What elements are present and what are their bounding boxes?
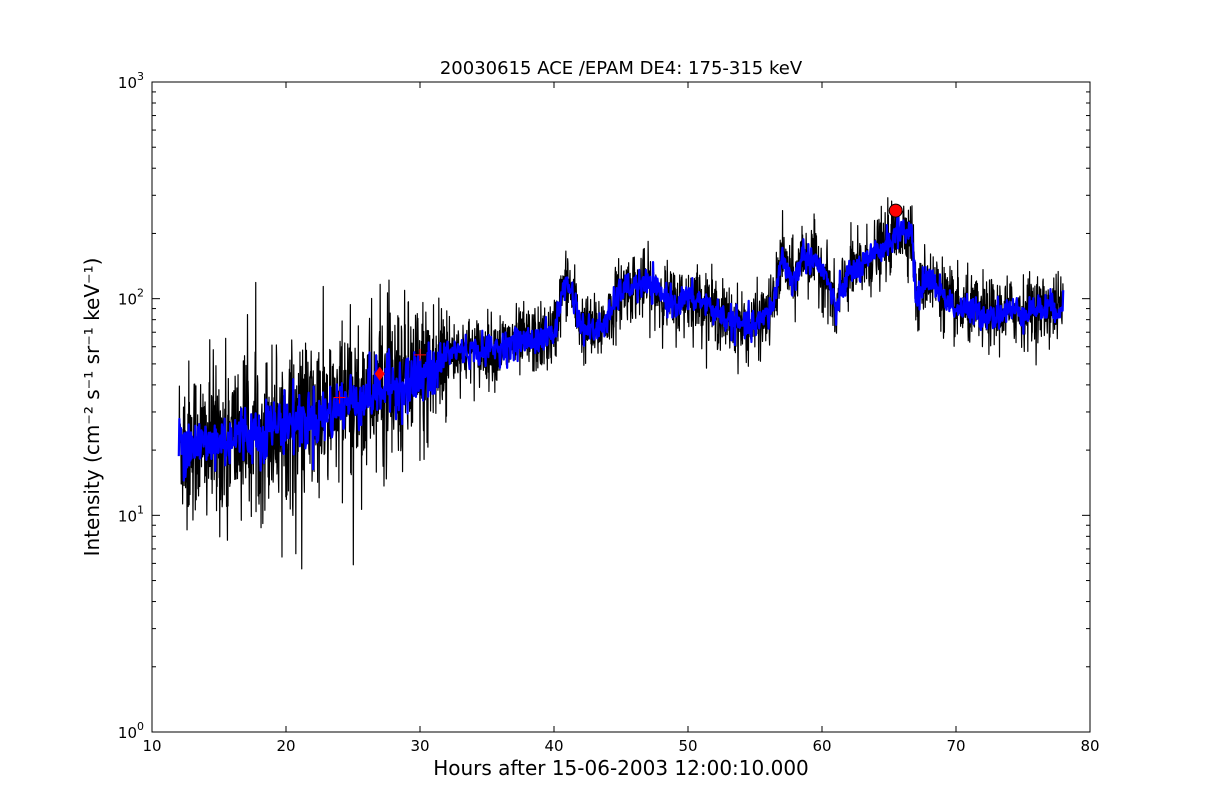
tick-layer: 10 20 30 40 50 60 70 80 100 101 102 103: [118, 70, 1100, 755]
x-tick-label: 60: [812, 737, 831, 755]
plus-marker: [333, 391, 346, 404]
y-tick-label: 102: [118, 287, 144, 309]
y-axis-label: Intensity (cm⁻² s⁻¹ sr⁻¹ keV⁻¹): [80, 258, 104, 557]
x-tick-label: 70: [946, 737, 965, 755]
plot-frame: [151, 81, 1091, 733]
marker-layer: [333, 203, 903, 404]
y-tick-label: 103: [118, 70, 144, 92]
chart-title: 20030615 ACE /EPAM DE4: 175-315 keV: [440, 58, 803, 79]
onset-diamond-marker: [374, 366, 385, 381]
x-tick-label: 80: [1080, 737, 1099, 755]
series-layer: [177, 197, 1065, 570]
smoothed-intensity-line: [177, 214, 1065, 482]
plus-marker: [414, 348, 426, 361]
peak-marker: [888, 203, 903, 218]
y-tick-label: 101: [118, 503, 144, 525]
x-tick-label: 20: [276, 737, 295, 755]
x-tick-label: 10: [142, 737, 161, 755]
x-tick-label: 40: [544, 737, 563, 755]
x-tick-label: 50: [678, 737, 697, 755]
x-axis-label: Hours after 15-06-2003 12:00:10.000: [433, 756, 809, 780]
y-tick-label: 100: [118, 720, 144, 742]
x-tick-label: 30: [410, 737, 429, 755]
